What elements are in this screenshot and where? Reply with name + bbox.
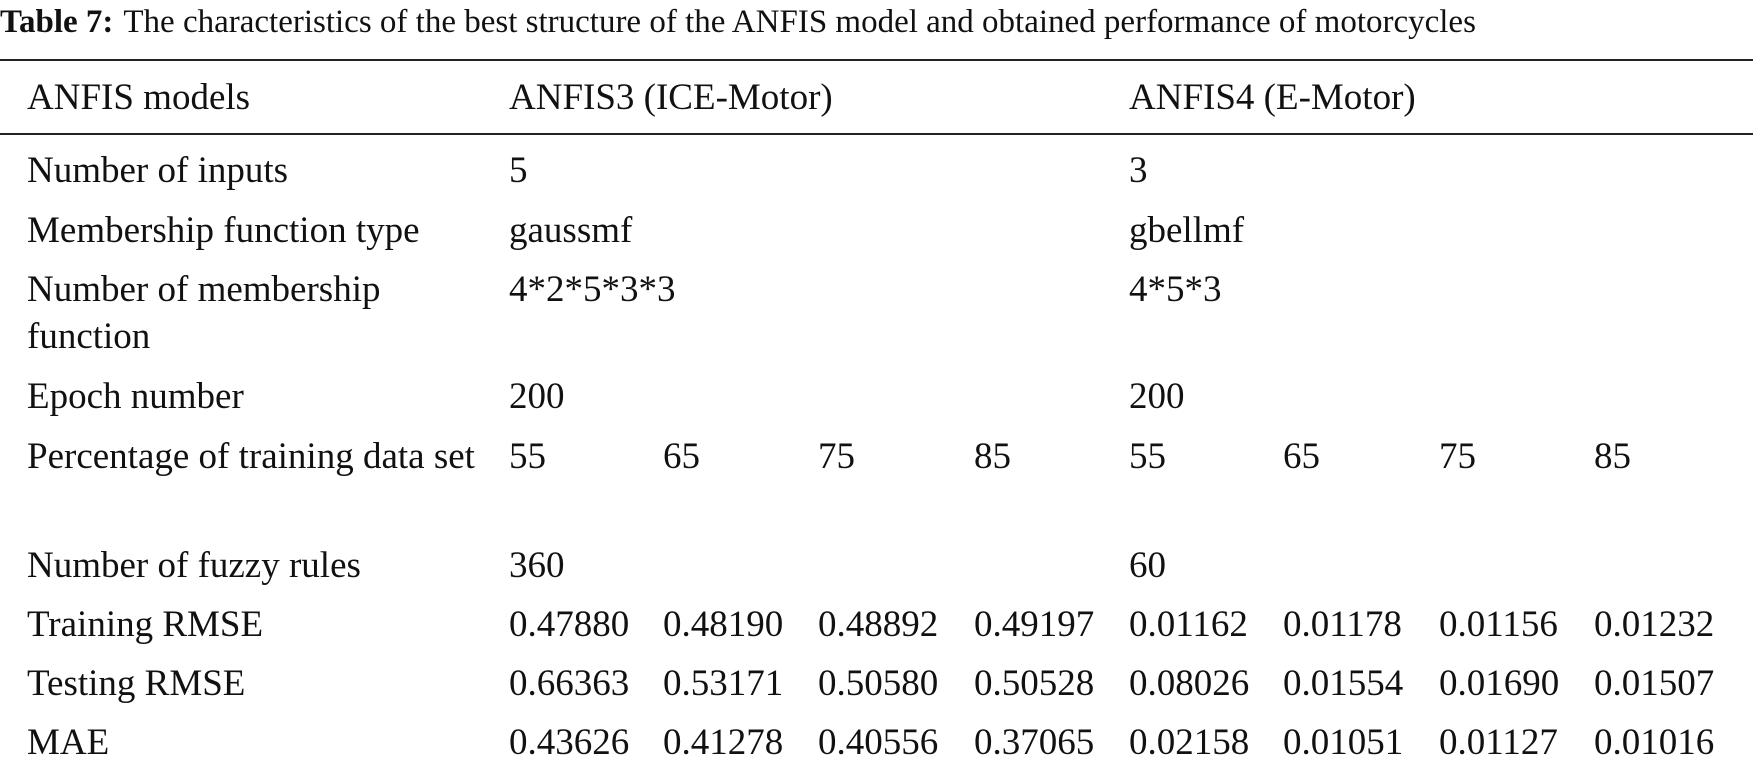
row-label: Number of membership function: [27, 269, 381, 357]
cell-value: 65: [663, 436, 700, 477]
cell-value: 65: [1283, 436, 1320, 477]
cell-value: 5: [509, 150, 528, 191]
caption: Table 7: The characteristics of the best …: [0, 2, 1476, 42]
cell-value: 0.01690: [1439, 663, 1560, 704]
cell-value: 0.01051: [1283, 722, 1404, 760]
cell-value: 55: [509, 436, 546, 477]
cell-value: 75: [1439, 436, 1476, 477]
cell-value: 3: [1129, 150, 1148, 191]
cell-value: 0.02158: [1129, 722, 1250, 760]
cell-value: 0.50528: [974, 663, 1095, 704]
top-rule: [0, 59, 1753, 61]
row-label: Testing RMSE: [27, 663, 246, 704]
cell-value: 0.01162: [1129, 604, 1248, 645]
cell-value: 0.66363: [509, 663, 630, 704]
row-label: MAE: [27, 722, 110, 760]
row-label: Epoch number: [27, 376, 244, 417]
cell-value: 55: [1129, 436, 1166, 477]
row-label: Number of inputs: [27, 150, 289, 191]
cell-value: 60: [1129, 545, 1166, 586]
row-label: Number of fuzzy rules: [27, 545, 361, 586]
cell-value: 0.47880: [509, 604, 630, 645]
cell-value: gbellmf: [1129, 210, 1245, 251]
cell-value: 0.01156: [1439, 604, 1558, 645]
caption-label: Table 7:: [0, 4, 114, 40]
cell-value: 360: [509, 545, 565, 586]
cell-value: 0.48190: [663, 604, 784, 645]
row-label: Membership function type: [27, 210, 420, 251]
header-cell: ANFIS models: [27, 77, 251, 118]
cell-value: 200: [1129, 376, 1185, 417]
cell-value: 0.01507: [1594, 663, 1715, 704]
cell-value: 0.48892: [818, 604, 939, 645]
row-label: Training RMSE: [27, 604, 264, 645]
cell-value: gaussmf: [509, 210, 633, 251]
caption-text: The characteristics of the best structur…: [123, 4, 1476, 40]
cell-value: 85: [1594, 436, 1631, 477]
cell-value: 4*5*3: [1129, 269, 1222, 310]
row-label: Percentage of training data set: [27, 436, 475, 477]
cell-value: 0.08026: [1129, 663, 1250, 704]
cell-value: 85: [974, 436, 1011, 477]
header-cell: ANFIS3 (ICE-Motor): [509, 77, 833, 118]
cell-value: 200: [509, 376, 565, 417]
cell-value: 75: [818, 436, 855, 477]
cell-value: 0.53171: [663, 663, 784, 704]
cell-value: 0.43626: [509, 722, 630, 760]
cell-value: 0.01016: [1594, 722, 1715, 760]
cell-value: 0.01232: [1594, 604, 1715, 645]
cell-value: 0.40556: [818, 722, 939, 760]
cell-value: 0.50580: [818, 663, 939, 704]
cell-value: 4*2*5*3*3: [509, 269, 676, 310]
cell-value: 0.49197: [974, 604, 1095, 645]
header-rule: [0, 133, 1753, 135]
header-cell: ANFIS4 (E-Motor): [1129, 77, 1416, 118]
cell-value: 0.41278: [663, 722, 784, 760]
cell-value: 0.37065: [974, 722, 1095, 760]
cell-value: 0.01127: [1439, 722, 1558, 760]
cell-value: 0.01178: [1283, 604, 1402, 645]
cell-value: 0.01554: [1283, 663, 1404, 704]
